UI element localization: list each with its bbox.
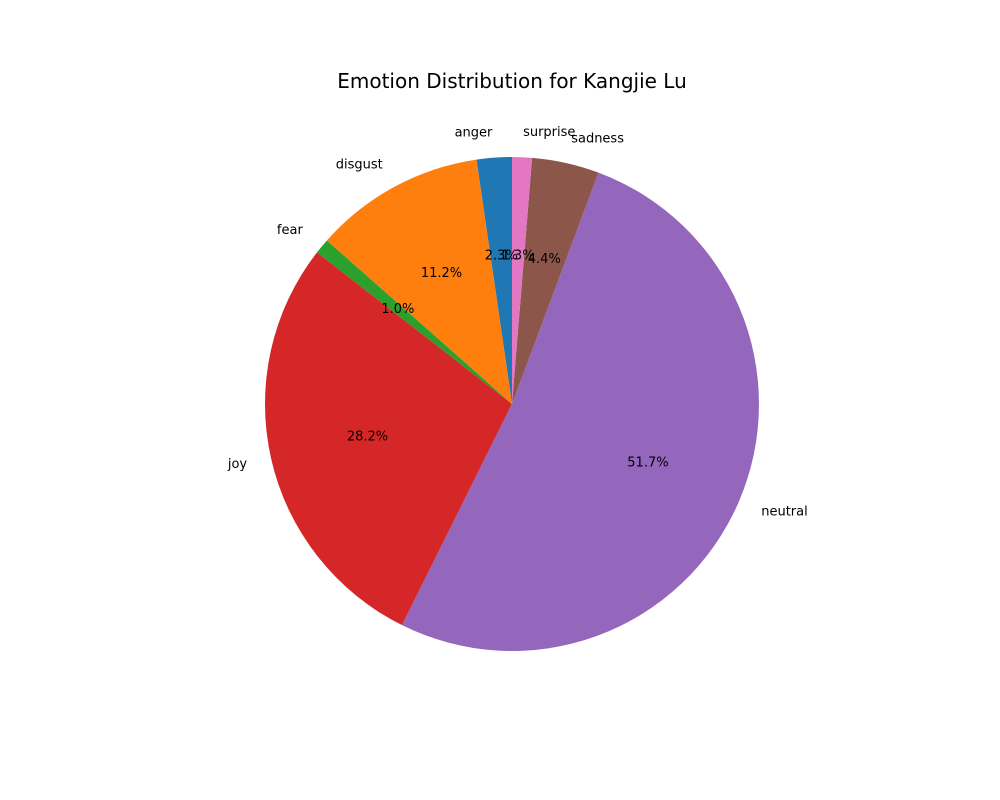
pie-slice-disgust — [326, 159, 512, 404]
slice-label-fear: fear — [277, 223, 304, 238]
pie-slice-neutral — [402, 172, 759, 651]
pct-label-joy: 28.2% — [347, 429, 388, 444]
pie-slice-joy — [264, 252, 512, 626]
pie-slice-surprise — [512, 157, 533, 404]
slice-label-neutral: neutral — [761, 505, 808, 520]
pct-label-sadness: 4.4% — [528, 252, 561, 267]
chart-title: Emotion Distribution for Kangjie Lu — [337, 69, 687, 93]
slice-label-joy: joy — [227, 457, 248, 472]
slice-label-sadness: sadness — [571, 131, 624, 146]
slice-label-surprise: surprise — [523, 125, 575, 140]
pct-label-anger: 2.3% — [485, 249, 518, 264]
slice-label-anger: anger — [455, 126, 493, 141]
pct-label-surprise: 1.3% — [502, 248, 535, 263]
pie-slices — [264, 156, 759, 651]
pie-slice-sadness — [512, 157, 599, 404]
pct-label-neutral: 51.7% — [627, 456, 668, 471]
pct-label-fear: 1.0% — [381, 302, 414, 317]
slice-label-disgust: disgust — [336, 158, 383, 173]
pct-label-disgust: 11.2% — [421, 266, 462, 281]
pie-labels: anger 2.3% disgust 11.2% fear 1.0% joy 28.2% neu… — [227, 125, 808, 520]
pie-slice-fear — [316, 240, 512, 404]
pie-slice-anger — [476, 156, 512, 404]
